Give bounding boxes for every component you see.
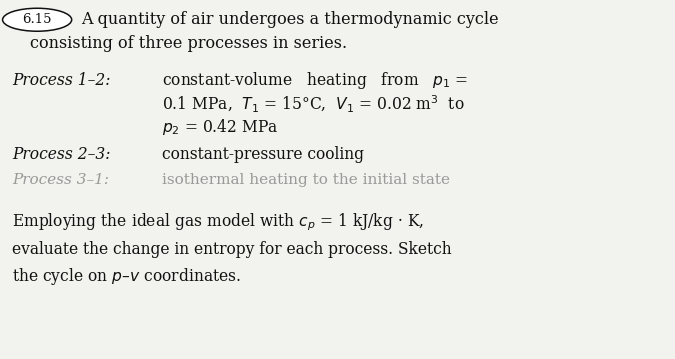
- Text: constant-volume   heating   from   $p_1$ =: constant-volume heating from $p_1$ =: [162, 70, 468, 91]
- Text: isothermal heating to the initial state: isothermal heating to the initial state: [162, 173, 450, 187]
- Text: Process 2–3:: Process 2–3:: [12, 146, 111, 163]
- Text: evaluate the change in entropy for each process. Sketch: evaluate the change in entropy for each …: [12, 241, 452, 258]
- Text: Employing the ideal gas model with $c_p$ = 1 kJ/kg · K,: Employing the ideal gas model with $c_p$…: [12, 212, 424, 233]
- Text: A quantity of air undergoes a thermodynamic cycle: A quantity of air undergoes a thermodyna…: [81, 11, 499, 28]
- Text: $p_2$ = 0.42 MPa: $p_2$ = 0.42 MPa: [162, 117, 279, 137]
- Text: constant-pressure cooling: constant-pressure cooling: [162, 146, 364, 163]
- Ellipse shape: [3, 8, 72, 31]
- Text: the cycle on $p$–$v$ coordinates.: the cycle on $p$–$v$ coordinates.: [12, 266, 241, 287]
- Text: 6.15: 6.15: [22, 13, 52, 26]
- Text: consisting of three processes in series.: consisting of three processes in series.: [30, 35, 348, 52]
- Text: 0.1 MPa,  $T_1$ = 15°C,  $V_1$ = 0.02 m$^3$  to: 0.1 MPa, $T_1$ = 15°C, $V_1$ = 0.02 m$^3…: [162, 94, 464, 115]
- Text: Process 3–1:: Process 3–1:: [12, 173, 109, 187]
- Text: Process 1–2:: Process 1–2:: [12, 72, 111, 89]
